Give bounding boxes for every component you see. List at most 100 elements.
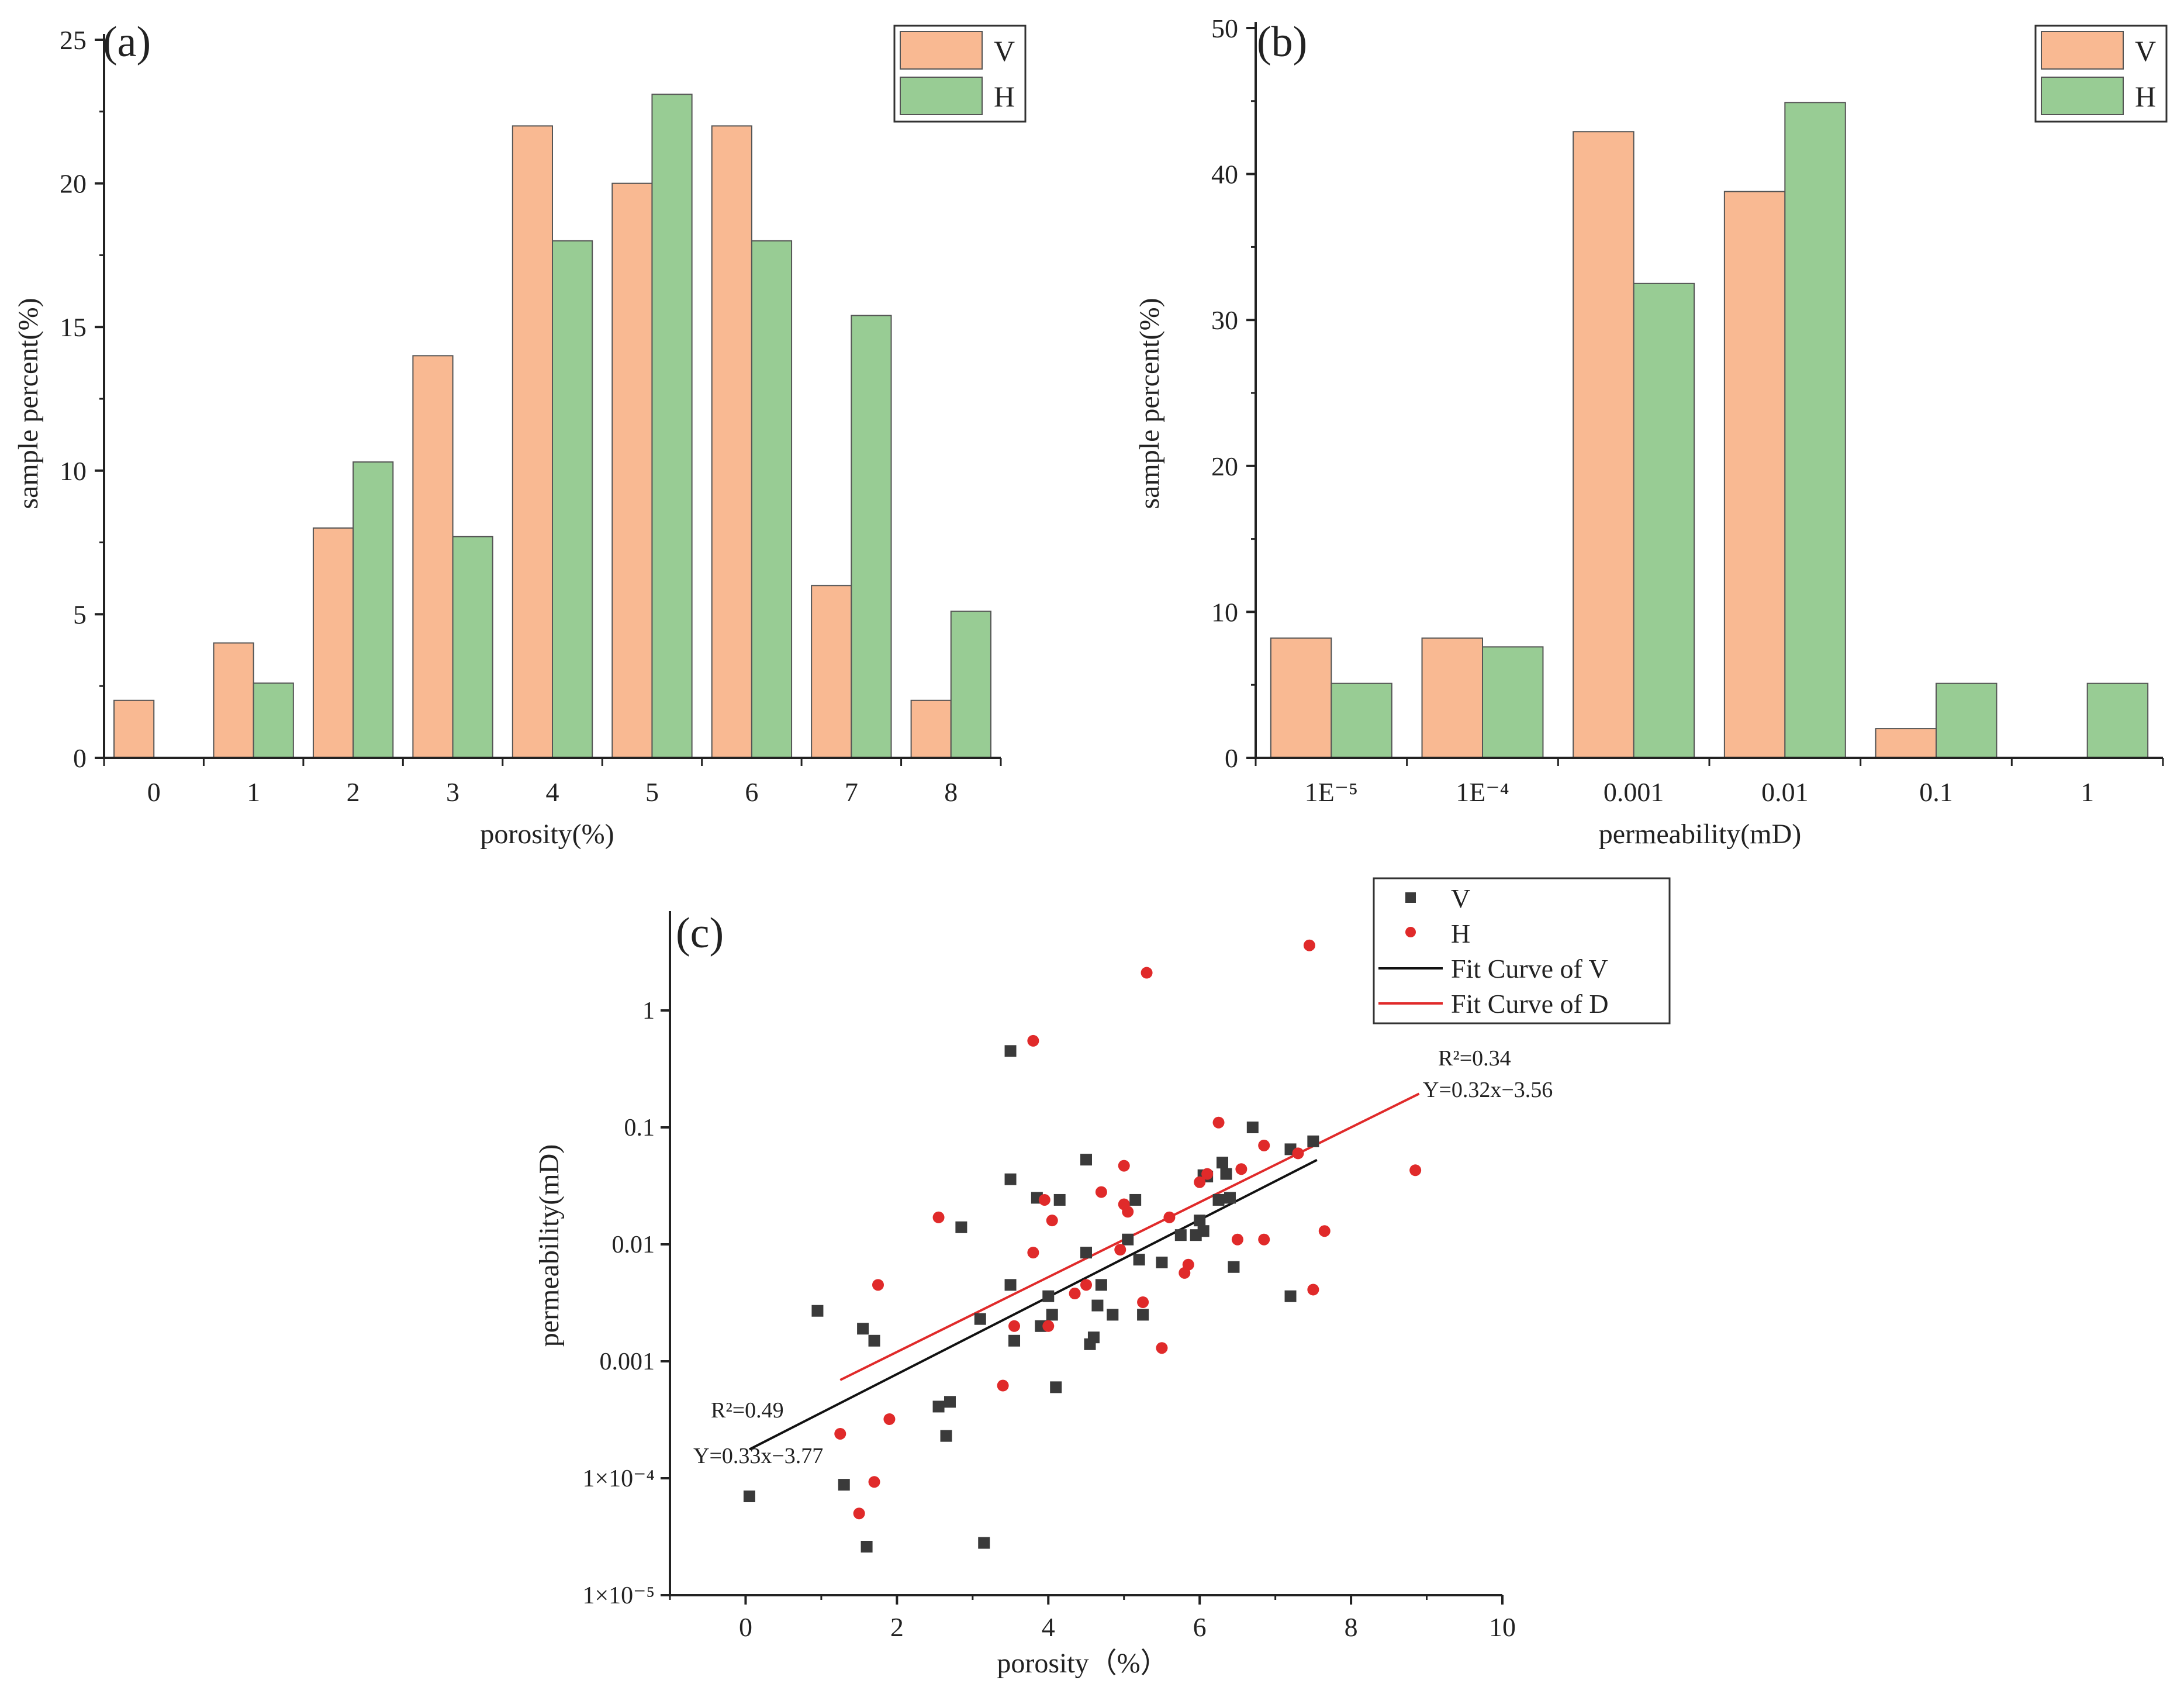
y-tick-label: 30 (1211, 305, 1238, 335)
panel-b-x-axis-label: permeability(mD) (1599, 819, 1802, 850)
bar-h-4 (1936, 682, 1998, 758)
scatter-point-v (1095, 1279, 1107, 1291)
scatter-point-v (811, 1305, 824, 1317)
scatter-point-h (834, 1427, 846, 1440)
bar-h-2 (353, 461, 394, 759)
scatter-point-h (1114, 1244, 1126, 1256)
scatter-point-h (1027, 1034, 1039, 1047)
x-tick-label: 8 (944, 777, 958, 807)
panel-c-legend: V H Fit Curve of V Fit Curve of D (1373, 877, 1671, 1024)
panel-c-label: (c) (676, 909, 724, 957)
x-tick-label: 0.001 (1604, 777, 1664, 807)
y-tick-label: 40 (1211, 160, 1238, 189)
scatter-point-h (883, 1413, 896, 1425)
scatter-point-v (1080, 1154, 1092, 1166)
bar-v-4 (1875, 728, 1937, 758)
bar-v-8 (910, 699, 952, 759)
scatter-point-v (1046, 1309, 1058, 1321)
bar-h-2 (1633, 282, 1695, 758)
scatter-point-h (1042, 1320, 1055, 1332)
y-tick-label: 0 (73, 743, 87, 773)
legend-box (1373, 877, 1671, 1024)
scatter-point-v (1246, 1122, 1259, 1133)
x-tick-label: 0.1 (1919, 777, 1953, 807)
bar-v-2 (312, 527, 354, 758)
legend-label-h: H (2135, 80, 2156, 113)
bar-v-1 (213, 642, 254, 759)
fit-d-equation-annotation: Y=0.32x−3.56 (1423, 1078, 1553, 1102)
scatter-point-v (932, 1400, 945, 1413)
x-tick-label: 0.01 (1761, 777, 1809, 807)
legend-label-fit-d: Fit Curve of D (1451, 989, 1609, 1019)
scatter-point-v (1133, 1254, 1145, 1266)
panel-c-porosity-permeability-scatter: 0 2 4 6 8 10 1×10⁻⁵ 1×10⁻⁴ 0.001 0.01 0.1 1 (c) por… (534, 877, 1671, 1679)
bar-h-4 (552, 240, 593, 758)
x-tick-label: 5 (645, 777, 659, 807)
bar-v-2 (1573, 131, 1634, 759)
y-tick-label: 25 (60, 25, 87, 55)
scatter-point-v (1217, 1157, 1229, 1169)
scatter-point-v (1004, 1279, 1017, 1291)
scatter-point-v (1220, 1168, 1232, 1180)
scatter-point-v (1137, 1309, 1149, 1321)
bar-v-3 (412, 355, 454, 758)
bar-v-6 (711, 125, 752, 759)
bar-h-8 (950, 610, 991, 759)
x-tick-label: 8 (1345, 1612, 1358, 1642)
scatter-point-v (1091, 1299, 1104, 1312)
panel-a-y-axis-label: sample percent(%) (13, 298, 44, 509)
scatter-point-v (1174, 1229, 1187, 1241)
scatter-point-v (861, 1541, 873, 1553)
x-tick-label: 4 (546, 777, 559, 807)
panel-c-x-axis-label: porosity（%） (997, 1648, 1168, 1679)
legend-label-v: V (1451, 884, 1470, 913)
scatter-point-v (978, 1537, 990, 1549)
y-tick-label: 0.001 (600, 1348, 655, 1375)
panel-b-label: (b) (1257, 18, 1307, 66)
bar-v-0 (1270, 637, 1332, 758)
scatter-point-v (1307, 1135, 1319, 1147)
panel-a-porosity-histogram: 0 5 10 15 20 25 0 1 2 3 4 5 6 7 8 (a) porosity(%) samp… (13, 18, 1027, 850)
x-tick-label: 1 (2081, 777, 2094, 807)
scatter-point-v (1129, 1193, 1142, 1206)
legend-label-v: V (2135, 35, 2156, 67)
scatter-point-v (1194, 1215, 1206, 1227)
scatter-point-v (1212, 1193, 1225, 1206)
fit-v-r2-annotation: R²=0.49 (711, 1398, 784, 1423)
y-tick-label: 20 (60, 169, 87, 199)
scatter-point-v (1087, 1331, 1100, 1344)
bar-h-5 (2086, 682, 2149, 758)
y-tick-label: 50 (1211, 13, 1238, 43)
scatter-point-v (944, 1396, 956, 1408)
bar-h-5 (651, 94, 693, 758)
scatter-point-h (932, 1211, 945, 1223)
y-tick-label: 1 (642, 998, 655, 1024)
scatter-point-h (1122, 1206, 1134, 1218)
bar-h-1 (1482, 646, 1544, 758)
panel-a-x-axis-label: porosity(%) (480, 819, 614, 850)
legend-label-fit-v: Fit Curve of V (1451, 954, 1608, 984)
scatter-point-h (1038, 1193, 1050, 1206)
legend-label-h: H (1451, 919, 1470, 948)
panel-a-legend: V H (893, 25, 1027, 123)
bar-v-3 (1723, 191, 1786, 758)
bar-v-7 (811, 585, 852, 759)
x-tick-label: 4 (1042, 1612, 1055, 1642)
fit-line-v (749, 1158, 1318, 1451)
scatter-point-v (1042, 1290, 1055, 1302)
scatter-point-h (1194, 1176, 1206, 1188)
scatter-point-h (997, 1379, 1009, 1392)
legend-marker-v (1405, 892, 1416, 903)
scatter-point-v (1050, 1381, 1062, 1393)
scatter-point-h (1008, 1320, 1021, 1332)
y-tick-label: 20 (1211, 451, 1238, 481)
y-tick-label: 0.01 (612, 1231, 655, 1258)
x-tick-label: 2 (347, 777, 360, 807)
scatter-point-v (838, 1479, 850, 1491)
scatter-point-v (743, 1490, 755, 1502)
bar-v-4 (512, 125, 553, 759)
scatter-point-v (857, 1323, 869, 1335)
scatter-point-v (1122, 1233, 1134, 1246)
y-tick-label: 15 (60, 312, 87, 342)
bar-h-6 (751, 240, 793, 758)
